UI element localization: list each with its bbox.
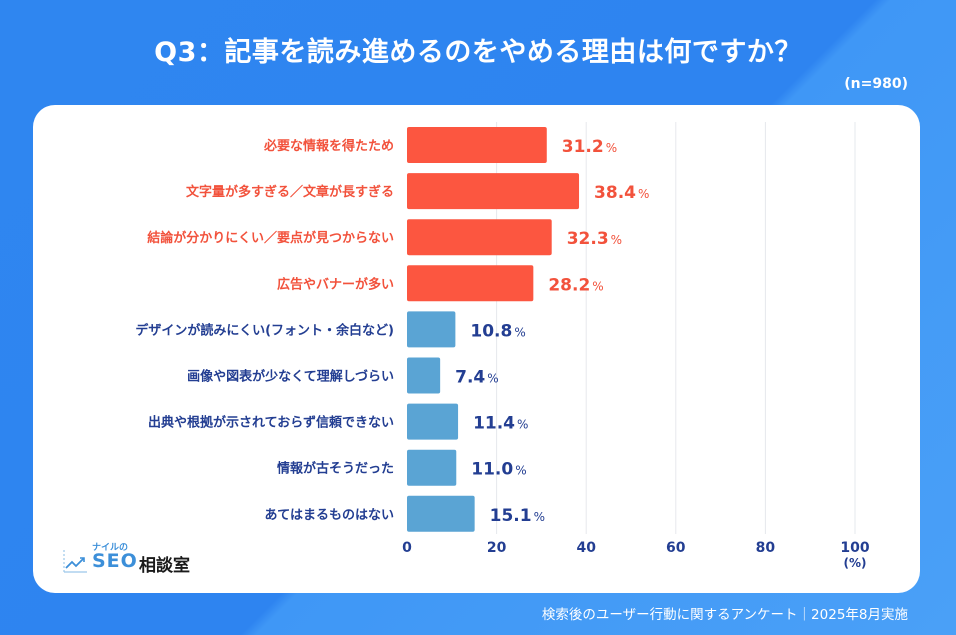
category-label: あてはまるものはない xyxy=(265,508,394,523)
value-label: 11.4% xyxy=(473,414,528,434)
x-tick-label: 60 xyxy=(666,540,686,556)
category-label: 必要な情報を得たため xyxy=(263,138,394,154)
category-label: 広告やバナーが多い xyxy=(277,276,394,292)
value-label: 11.0% xyxy=(471,460,526,480)
bar xyxy=(407,311,456,348)
category-label: 画像や図表が少なくて理解しづらい xyxy=(187,369,394,385)
value-suffix: % xyxy=(592,279,603,293)
bars xyxy=(407,127,580,532)
chart-title: Q3：記事を読み進めるのをやめる理由は何ですか？ xyxy=(154,37,802,68)
value-labels: 31.2 %38.4 %32.3 %28.2 %10.8 %7.4 %11.4 %11.0 %1… xyxy=(455,137,649,526)
category-label: 出典や根拠が示されておらず信頼できない xyxy=(148,415,394,431)
value-number: 28.2 xyxy=(548,275,590,295)
x-tick-label: 40 xyxy=(576,540,596,556)
value-number: 31.2 xyxy=(562,137,604,157)
category-label: デザインが読みにくい(フォント・余白など) xyxy=(135,322,394,338)
value-label: 10.8% xyxy=(470,321,525,341)
x-axis-unit-label: (%) xyxy=(844,556,867,570)
x-axis-ticks: 0 20 40 60 80 100 xyxy=(402,540,870,556)
bar xyxy=(407,219,552,256)
x-tick-label: 20 xyxy=(487,540,507,556)
category-label: 文字量が多すぎる／文章が長すぎる xyxy=(186,184,394,200)
value-number: 38.4 xyxy=(594,183,636,203)
value-number: 11.0 xyxy=(471,460,513,480)
logo-small-text: ナイルの xyxy=(92,543,129,553)
bar xyxy=(407,403,459,440)
bar xyxy=(407,127,547,163)
bar xyxy=(407,495,475,532)
value-label: 28.2% xyxy=(548,275,603,295)
category-label: 結論が分かりにくい／要点が見つからない xyxy=(147,230,394,246)
gridlines xyxy=(496,122,856,534)
chart-trend-icon xyxy=(63,550,87,573)
value-number: 32.3 xyxy=(567,229,609,249)
value-label: 15.1% xyxy=(490,506,545,526)
value-label: 31.2% xyxy=(562,137,617,157)
bar xyxy=(407,173,580,210)
value-label: 7.4% xyxy=(455,368,499,388)
value-suffix: % xyxy=(534,510,545,524)
bar xyxy=(407,357,441,394)
value-suffix: % xyxy=(611,233,622,247)
value-label: 38.4% xyxy=(594,183,649,203)
value-suffix: % xyxy=(515,464,526,478)
bar xyxy=(407,449,457,486)
logo-name: 相談室 xyxy=(139,556,190,576)
footer-note: 検索後のユーザー行動に関するアンケート｜2025年8月実施 xyxy=(541,607,908,623)
bar xyxy=(407,265,534,302)
logo-brand: SEO xyxy=(92,550,138,572)
x-tick-label: 0 xyxy=(402,540,412,556)
value-number: 15.1 xyxy=(490,506,532,526)
value-number: 7.4 xyxy=(455,368,485,388)
value-suffix: % xyxy=(487,372,498,386)
value-suffix: % xyxy=(517,418,528,432)
value-number: 10.8 xyxy=(470,321,512,341)
logo: ナイルの SEO 相談室 xyxy=(62,540,202,580)
category-labels: 必要な情報を得たため文字量が多すぎる／文章が長すぎる結論が分かりにくい／要点が見… xyxy=(135,138,394,523)
x-tick-label: 100 xyxy=(840,540,869,556)
sample-size-label: (n=980) xyxy=(844,76,908,92)
value-number: 11.4 xyxy=(473,414,515,434)
value-suffix: % xyxy=(638,187,649,201)
category-label: 情報が古そうだった xyxy=(277,461,394,477)
value-label: 32.3% xyxy=(567,229,622,249)
x-tick-label: 80 xyxy=(756,540,776,556)
value-suffix: % xyxy=(514,325,525,339)
value-suffix: % xyxy=(606,141,617,155)
